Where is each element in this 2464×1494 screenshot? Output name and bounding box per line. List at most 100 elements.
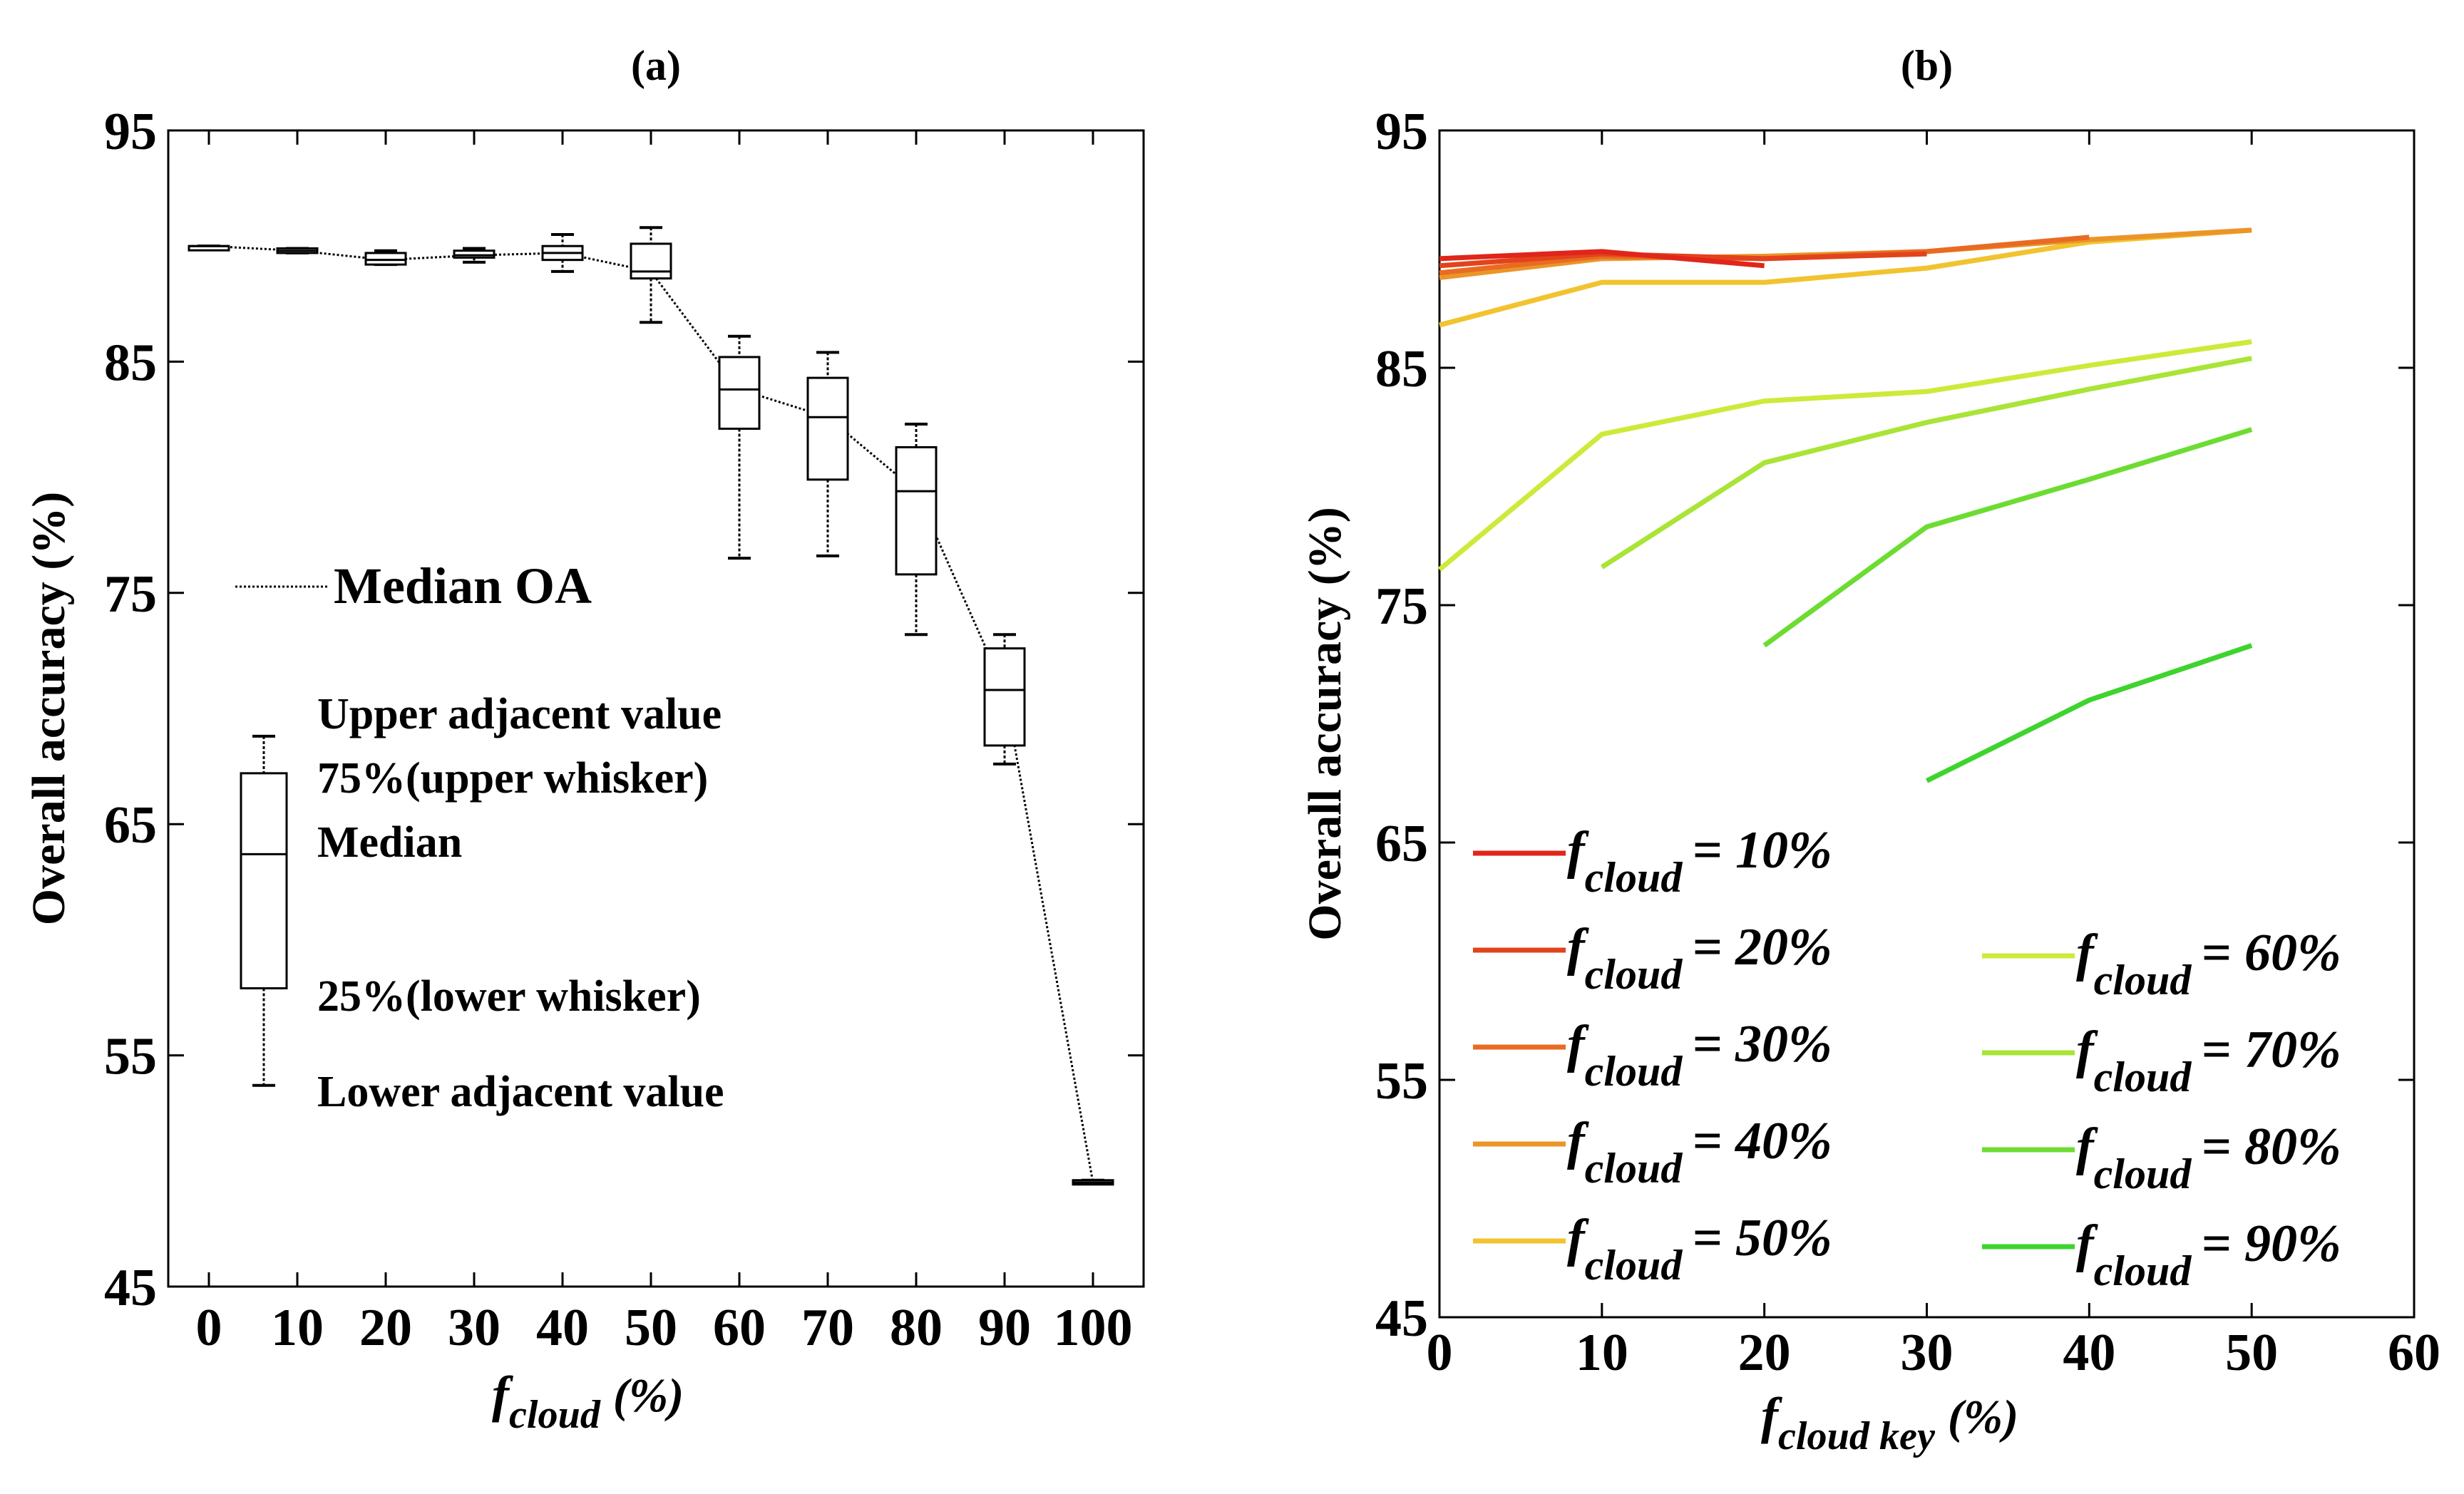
x-tick-label: 30 [1901,1324,1954,1382]
legend-entry-6: fcloud = 60% [1982,924,2341,1004]
x-tick-label: 90 [978,1299,1031,1357]
x-axis-label-sub: cloud [509,1393,601,1437]
y-tick-label: 65 [104,796,157,855]
legend-eq: = 80% [2201,1118,2341,1176]
legend-eq: = 90% [2201,1215,2341,1273]
x-tick-label: 80 [890,1299,943,1357]
x-axis-label-sub: cloud key [1778,1414,1936,1458]
legend-eq: = 70% [2201,1021,2341,1079]
box-20 [364,249,407,267]
y-axis-label: Overall accuracy (%) [1299,507,1351,940]
panel-b-title: (b) [1901,42,1953,89]
box-50 [630,226,672,324]
y-tick-label: 85 [1375,340,1428,398]
x-axis-label: fcloud key (%) [1761,1387,2018,1458]
legend-sub: cloud [1585,1048,1683,1095]
legend-label: fcloud = 70% [2076,1021,2341,1101]
legend-entry-4: fcloud = 40% [1473,1112,1832,1192]
legend-eq: = 50% [1692,1209,1832,1267]
legend-sub: cloud [2094,1247,2192,1294]
y-tick-label: 45 [104,1259,157,1317]
legend-entry-5: fcloud = 50% [1473,1209,1832,1289]
box-iqr [718,356,761,430]
legend-sub: cloud [1585,854,1683,901]
legend-sub: cloud [2094,1150,2192,1197]
box-40 [541,232,584,273]
legend-sub: cloud [1585,951,1683,998]
box-iqr [895,445,938,576]
x-tick-label: 30 [448,1299,500,1357]
x-tick-label: 60 [713,1299,766,1357]
box-90 [983,633,1026,766]
x-tick-label: 20 [359,1299,412,1357]
legend-eq: = 20% [1692,918,1832,977]
legend-label-upper_adjacent: Upper adjacent value [317,690,722,738]
panel-a-box-plot: (a) 95 85 75 65 55 45 0 10 20 30 40 50 60 70 80 90 100 Ove… [23,42,1145,1437]
y-axis-label: Overall accuracy (%) [23,492,75,925]
x-axis-label: fcloud (%) [492,1366,684,1437]
box-30 [453,247,496,264]
box-10 [276,247,319,254]
legend-entry-1: fcloud = 10% [1473,821,1832,901]
box-iqr [630,242,672,280]
y-tick-label: 55 [104,1028,157,1086]
y-tick-label: 45 [1375,1289,1428,1348]
box-iqr [364,252,407,266]
legend-label-lower_whisker: 25%(lower whisker) [317,972,701,1021]
series-line-8 [1762,427,2253,648]
legend-label: fcloud = 20% [1567,918,1832,998]
x-tick-label: 0 [196,1299,222,1357]
panel-a-title: (a) [631,42,681,89]
x-tick-label: 10 [1576,1324,1628,1382]
x-tick-label: 70 [801,1299,854,1357]
legend-label: fcloud = 30% [1567,1015,1832,1095]
series-line-6 [1437,339,2252,572]
legend-sub: cloud [1585,1242,1683,1289]
legend-entry-3: fcloud = 30% [1473,1015,1832,1095]
legend-label-median: Median [317,818,462,867]
x-tick-label: 10 [271,1299,324,1357]
box-0 [188,244,230,252]
series-line-5 [1439,227,2252,328]
series-line-1 [1439,249,1765,269]
box-iqr [983,647,1026,747]
box-80 [895,422,938,637]
legend-sub: cloud [1585,1145,1683,1192]
x-tick-label: 40 [536,1299,589,1357]
legend-eq: = 60% [2201,924,2341,982]
y-tick-label: 75 [1375,577,1428,636]
x-axis-label-suffix: (%) [1948,1391,2018,1443]
x-tick-label: 40 [2063,1324,2115,1382]
box-iqr [453,249,496,259]
legend-label: fcloud = 60% [2076,924,2341,1004]
legend-box-iqr [240,772,288,990]
x-tick-label: 50 [2225,1324,2278,1382]
y-tick-label: 85 [104,334,157,392]
x-tick-label: 50 [625,1299,677,1357]
legend-entry-8: fcloud = 80% [1982,1118,2341,1197]
x-tick-label: 20 [1738,1324,1791,1382]
legend-eq: = 10% [1692,821,1832,880]
legend-label-lower_adjacent: Lower adjacent value [317,1068,724,1116]
legend-label-upper_whisker: 75%(upper whisker) [317,754,708,803]
legend-entry-2: fcloud = 20% [1473,918,1832,998]
legend-label: fcloud = 50% [1567,1209,1832,1289]
legend-label: fcloud = 40% [1567,1112,1832,1192]
x-tick-label: 60 [2388,1324,2440,1382]
legend-label: fcloud = 90% [2076,1215,2341,1294]
panel-b-line-chart: (b) 95 85 75 65 55 450 10 20 30 40 50 60 Overall accu… [1299,42,2440,1458]
legend-sub: cloud [2094,1053,2192,1101]
box-100 [1072,1178,1114,1186]
box-70 [806,351,849,557]
box-60 [718,334,761,560]
x-axis-label-suffix: (%) [613,1370,684,1422]
legend-label: fcloud = 80% [2076,1118,2341,1197]
legend-label: fcloud = 10% [1567,821,1832,901]
series-line-7 [1600,356,2252,570]
legend-median-label: Median OA [334,557,592,614]
y-tick-label: 95 [104,103,157,161]
box-iqr [806,376,849,481]
y-tick-label: 75 [104,565,157,624]
legend-eq: = 40% [1692,1112,1832,1170]
